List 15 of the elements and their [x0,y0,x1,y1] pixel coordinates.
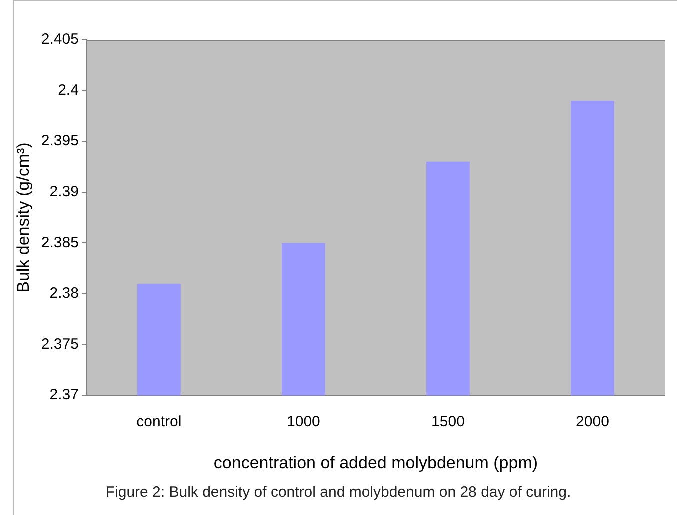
y-tick-label: 2.385 [41,234,79,252]
y-axis-title: Bulk density (g/cm³) [14,142,33,293]
x-tick-label: 1000 [287,414,320,431]
y-tick-label: 2.4 [58,82,79,99]
x-tick-label: control [136,414,182,431]
y-tick-label: 2.395 [41,132,79,150]
x-axis-title: concentration of added molybdenum (ppm) [214,453,538,472]
y-tick-label: 2.375 [41,336,79,353]
y-tick-label: 2.37 [50,386,79,404]
y-tick-label: 2.405 [41,31,79,48]
y-tick-label: 2.39 [50,184,79,201]
x-tick-label: 1500 [432,414,465,431]
x-tick-label: 2000 [576,414,610,431]
y-tick-label: 2.38 [50,285,79,302]
caption: Figure 2: Bulk density of control and molybdenum on 28 day of curing. [104,484,572,501]
